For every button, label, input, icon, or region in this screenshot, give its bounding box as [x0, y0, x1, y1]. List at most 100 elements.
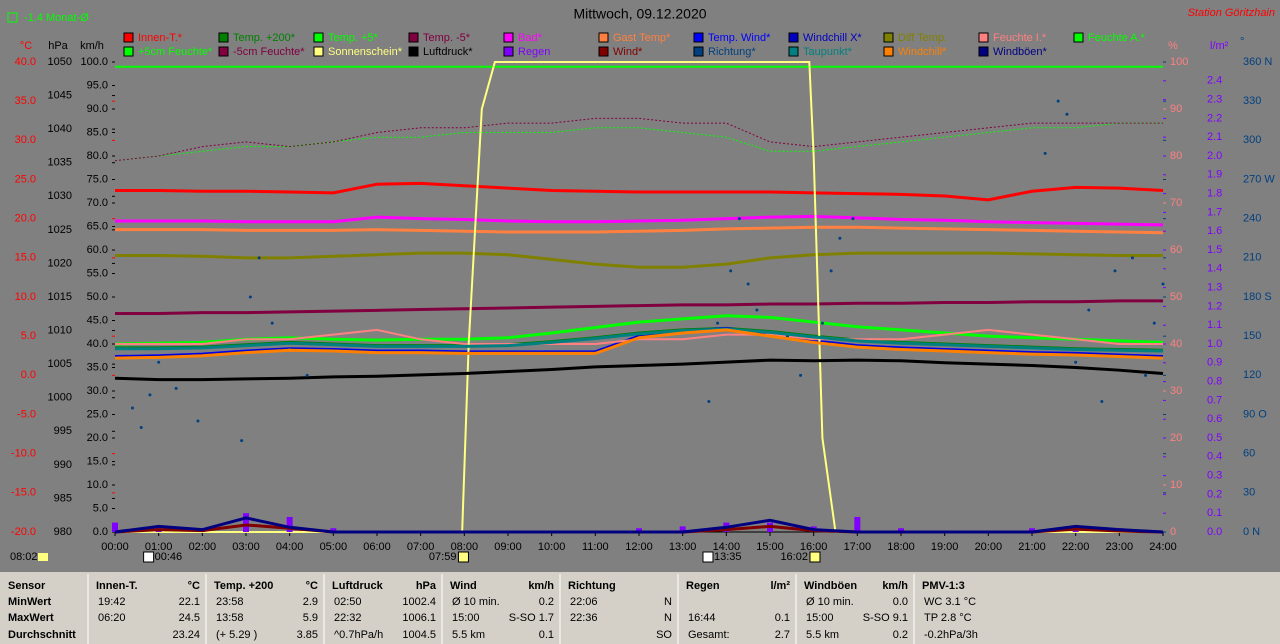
y-tick-label: 1.9 [1207, 169, 1222, 181]
cell-left: Ø 10 min. [806, 596, 854, 608]
legend-swatch [313, 46, 324, 57]
y-tick-label: 15.0 [15, 252, 36, 264]
y-tick-label: 210 [1243, 252, 1261, 264]
y-tick-label: 80.0 [87, 150, 108, 162]
series-line [115, 61, 1163, 533]
event-icon [457, 551, 469, 563]
y-tick-label: 5.0 [93, 502, 108, 514]
y-tick-label: 20 [1170, 432, 1182, 444]
x-tick-label: 00:00 [101, 541, 129, 553]
y-tick-label: 1.1 [1207, 319, 1222, 331]
legend-swatch [503, 32, 514, 43]
column-unit: hPa [416, 580, 437, 592]
y-tick-label: 90.0 [87, 103, 108, 115]
table: Sensor MinWert MaxWert Durchschnitt Innen-T.… [8, 574, 978, 644]
legend-swatch [123, 46, 134, 57]
y-tick-label: 70 [1170, 197, 1182, 209]
x-tick-label: 11:00 [582, 541, 609, 553]
y-tick-label: 1.7 [1207, 206, 1222, 218]
cell-left: 02:50 [334, 596, 362, 608]
event-label: 07:59 [429, 551, 457, 563]
direction-point [196, 419, 200, 423]
row-label: Durchschnitt [8, 629, 76, 641]
rain-bar [330, 528, 337, 532]
cell-right: 1006.1 [402, 612, 436, 624]
cell-right: 5.9 [303, 612, 318, 624]
rain-bar [286, 516, 293, 532]
cell-left: 5.5 km [452, 629, 485, 641]
cell-right: 0.1 [775, 612, 790, 624]
cell-left: ^0.7hPa/h [334, 629, 383, 641]
cell-right: 3.85 [297, 629, 318, 641]
cell-left: 5.5 km [806, 629, 839, 641]
y-tick-label: 1.2 [1207, 300, 1222, 312]
y-tick-label: 0.1 [1207, 507, 1222, 519]
direction-point [130, 406, 134, 410]
y-tick-label: 180 S [1243, 291, 1272, 303]
y-tick-label: 30.0 [15, 134, 36, 146]
cell-right: 0.1 [539, 629, 554, 641]
y-tick-label: 0.0 [21, 369, 36, 381]
y-tick-label: -10.0 [11, 448, 36, 460]
legend-label: Temp. +200* [233, 32, 296, 44]
table-background [0, 572, 1280, 644]
y-tick-label: 300 [1243, 134, 1261, 146]
cell-left: -0.2hPa/3h [924, 629, 978, 641]
sun-note: 08:02 [10, 551, 38, 563]
y-tick-label: 95.0 [87, 79, 108, 91]
y-tick-label: 995 [54, 425, 72, 437]
series-line [114, 516, 1164, 534]
y-tick-label: -20.0 [11, 526, 36, 538]
direction-point [838, 236, 842, 240]
direction-point [729, 269, 733, 273]
y-tick-label: 1.0 [1207, 338, 1222, 350]
cell-left: TP 2.8 °C [924, 612, 972, 624]
cell-left: 15:00 [806, 612, 834, 624]
y-tick-label: 1.3 [1207, 282, 1222, 294]
y-tick-label: 35.0 [87, 361, 108, 373]
series-line [115, 225, 1164, 235]
cell-left: 22:36 [570, 612, 598, 624]
column-header: Wind [450, 580, 477, 592]
x-tick-label: 17:00 [844, 541, 872, 553]
legend-label: Innen-T.* [138, 32, 183, 44]
y-tick-label: 40.0 [87, 338, 108, 350]
cell-left: 15:00 [452, 612, 480, 624]
x-tick-label: 03:00 [232, 541, 260, 553]
column-unit: l/m² [770, 580, 790, 592]
cell-left: 16:44 [688, 612, 716, 624]
legend-label: Diff Temp. [898, 32, 947, 44]
direction-point [240, 439, 244, 443]
y-tick-label: 270 W [1243, 173, 1275, 185]
x-tick-label: 19:00 [931, 541, 959, 553]
legend-label: Richtung* [708, 46, 756, 58]
legend-swatch [883, 46, 894, 57]
y-tick-label: 5.0 [21, 330, 36, 342]
direction-point [1065, 112, 1069, 116]
x-tick-label: 04:00 [276, 541, 304, 553]
cell-right: S-SO 1.7 [509, 612, 554, 624]
y-tick-label: 0.0 [93, 526, 108, 538]
direction-point [1043, 151, 1047, 155]
legend-label: Regen [518, 46, 550, 58]
axis-unit: l/m² [1210, 40, 1229, 52]
y-tick-label: 85.0 [87, 126, 108, 138]
y-tick-label: 90 [1170, 103, 1182, 115]
y-tick-label: 2.1 [1207, 131, 1222, 143]
legend-swatch [123, 32, 134, 43]
y-tick-label: 330 [1243, 95, 1261, 107]
legend-swatch [788, 32, 799, 43]
legend-label: Sonnenschein* [328, 46, 403, 58]
rain-bar [679, 526, 686, 532]
x-tick-label: 05:00 [320, 541, 348, 553]
y-tick-label: 40.0 [15, 56, 36, 68]
cell-right: 0.0 [893, 596, 908, 608]
legend-swatch [218, 46, 229, 57]
legend-swatch [788, 46, 799, 57]
x-tick-label: 16:00 [800, 541, 828, 553]
y-tick-label: 0.8 [1207, 376, 1222, 388]
cell-left: 23:58 [216, 596, 244, 608]
legend-swatch [883, 32, 894, 43]
y-tick-label: 55.0 [87, 267, 108, 279]
